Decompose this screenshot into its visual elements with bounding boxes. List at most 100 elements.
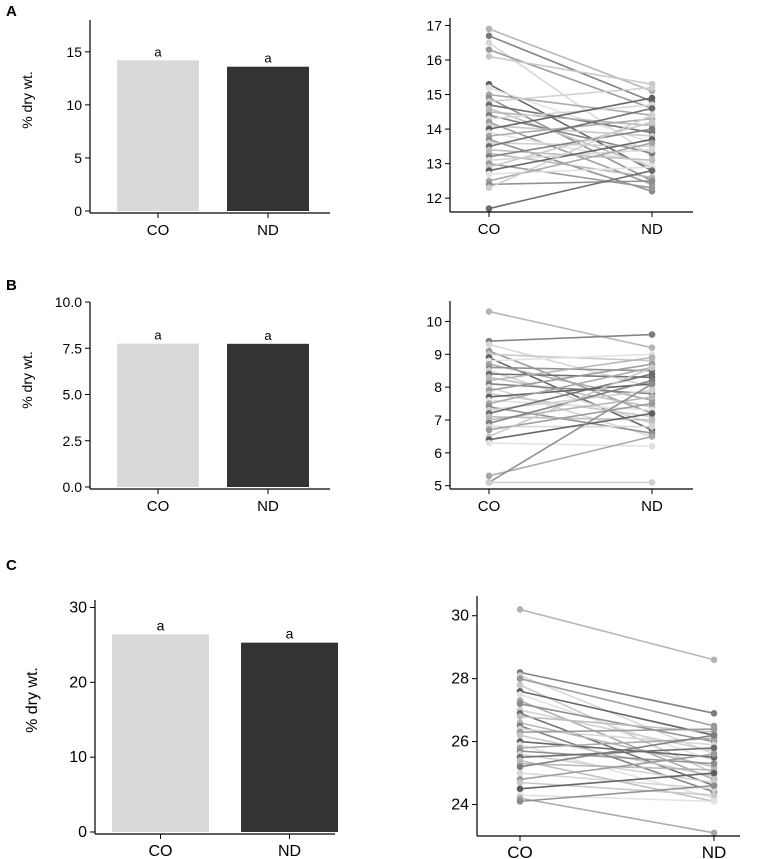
y-tick-label: 12: [426, 190, 442, 206]
pair-line: [488, 169, 653, 210]
data-point-nd: [710, 725, 718, 733]
bar-nd: [227, 66, 309, 211]
data-point-co: [485, 170, 493, 178]
pair-line: [488, 435, 653, 477]
pair-line: [488, 383, 653, 398]
pair-line: [488, 356, 653, 382]
y-tick-label: 7: [434, 412, 442, 428]
y-tick-label: 26: [451, 734, 469, 751]
data-point-co: [516, 732, 524, 739]
data-point-co: [485, 472, 493, 480]
x-tick-label: ND: [641, 221, 663, 238]
pair-line: [488, 333, 653, 342]
data-point-nd: [710, 744, 718, 752]
panel-label-b: B: [6, 277, 17, 294]
data-point-nd: [710, 732, 718, 739]
pair-line: [519, 608, 715, 661]
pair-line: [519, 753, 715, 781]
x-tick-label: ND: [641, 498, 663, 515]
pair-line: [488, 415, 653, 421]
x-tick-label: ND: [278, 843, 301, 859]
data-point-nd: [648, 156, 656, 164]
data-point-nd: [648, 380, 656, 388]
data-point-co: [516, 606, 524, 613]
y-tick-label: 6: [434, 445, 442, 461]
data-point-co: [485, 84, 493, 91]
pair-line: [488, 121, 653, 168]
paired-series: [485, 308, 656, 352]
pair-line: [488, 412, 653, 441]
y-tick-label: 14: [426, 121, 442, 137]
y-tick-label: 24: [451, 797, 469, 814]
pair-line: [488, 93, 653, 117]
y-tick-label: 7.5: [63, 340, 83, 356]
paired-series: [485, 479, 656, 486]
pair-line: [488, 442, 653, 448]
x-tick-label: CO: [149, 843, 173, 859]
panel-a-bar-chart: a CO a ND 0 5 10 15 % dry wt.: [19, 20, 330, 239]
x-tick-label: CO: [478, 498, 501, 515]
paired-series: [516, 732, 718, 771]
pair-line: [488, 166, 653, 175]
panel-label-c: C: [6, 557, 17, 574]
pair-line: [488, 366, 653, 438]
y-tick-label: 10: [426, 313, 442, 329]
pair-line: [488, 28, 653, 92]
pair-line: [488, 363, 653, 392]
bar-co: [117, 60, 199, 212]
bar-nd: [227, 343, 309, 487]
data-point-nd: [648, 111, 656, 119]
pair-line: [519, 728, 715, 733]
panel-c-bar-chart: a CO a ND 0 10 20 30 % dry wt.: [24, 599, 338, 859]
y-tick-label: 9: [434, 346, 442, 362]
data-point-co: [516, 713, 524, 720]
data-point-co: [485, 426, 493, 434]
pair-line: [488, 310, 653, 349]
pair-line: [519, 725, 715, 793]
data-point-nd: [648, 393, 656, 401]
paired-series: [516, 606, 718, 664]
data-point-nd: [710, 829, 718, 837]
panel-c-paired-line-chart: 24 26 28 30 CO ND: [451, 596, 740, 859]
y-tick-label: 28: [451, 671, 469, 688]
pair-line: [519, 740, 715, 759]
y-axis-label: % dry wt.: [24, 667, 41, 733]
x-tick-label: ND: [257, 498, 279, 515]
y-tick-label: 8: [434, 379, 442, 395]
paired-series: [485, 167, 656, 212]
data-point-nd: [648, 184, 656, 192]
data-point-nd: [648, 105, 656, 112]
pair-line: [488, 97, 653, 130]
y-tick-label: 16: [426, 52, 442, 68]
data-point-nd: [648, 167, 656, 174]
y-tick-label: 13: [426, 156, 442, 172]
data-point-nd: [710, 750, 718, 758]
data-point-co: [485, 308, 493, 315]
data-point-co: [485, 205, 493, 212]
data-point-nd: [648, 479, 656, 486]
y-tick-label: 10: [66, 97, 82, 113]
pair-line: [519, 797, 715, 834]
y-tick-label: 2.5: [63, 433, 83, 449]
paired-series: [485, 413, 656, 424]
data-point-nd: [648, 139, 656, 147]
data-point-nd: [648, 400, 656, 407]
pair-line: [519, 772, 715, 790]
y-tick-label: 17: [426, 17, 442, 33]
pair-line: [519, 794, 715, 803]
pair-line: [488, 373, 653, 415]
paired-series: [485, 177, 656, 188]
data-point-nd: [648, 423, 656, 430]
data-point-nd: [648, 146, 656, 154]
y-tick-label: 20: [69, 674, 87, 691]
pair-line: [519, 690, 715, 737]
paired-series: [485, 111, 656, 192]
panel-label-a: A: [6, 3, 17, 20]
x-tick-label: CO: [147, 498, 170, 515]
bar-co: [117, 343, 199, 487]
data-point-nd: [648, 84, 656, 91]
pair-line: [519, 747, 715, 759]
data-point-nd: [648, 370, 656, 378]
significance-letter: a: [264, 51, 272, 66]
pair-line: [488, 107, 653, 148]
